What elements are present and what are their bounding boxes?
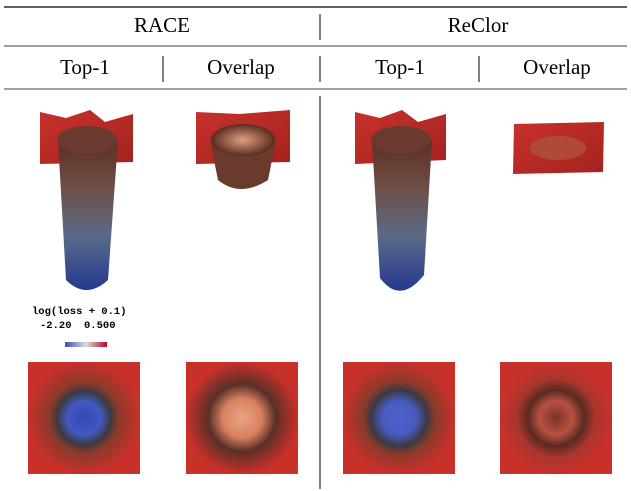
- loss-heatmap: [343, 362, 455, 474]
- column-header: Top-1: [375, 55, 425, 79]
- loss-heatmap: [186, 362, 298, 474]
- loss-surface: [355, 110, 446, 291]
- column-header: Top-1: [60, 55, 110, 79]
- loss-surface: [196, 110, 290, 189]
- column-header: Overlap: [207, 55, 275, 79]
- loss-heatmap: [500, 362, 612, 474]
- colorbar-title: log(loss + 0.1): [32, 306, 127, 318]
- group-header: RACE: [134, 13, 190, 37]
- loss-heatmap: [28, 362, 140, 474]
- group-header: ReClor: [448, 13, 509, 37]
- colorbar: [65, 342, 107, 347]
- column-header: Overlap: [523, 55, 591, 79]
- loss-surface: [40, 110, 133, 290]
- colorbar-label: 0.500: [84, 320, 116, 332]
- colorbar-label: -2.20: [40, 320, 72, 332]
- loss-surface: [513, 122, 604, 174]
